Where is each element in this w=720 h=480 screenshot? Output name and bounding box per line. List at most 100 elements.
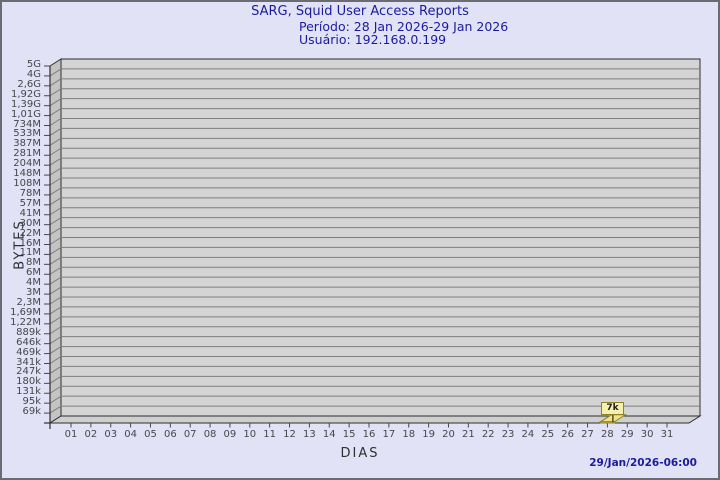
x-tick-label: 14 [322,429,336,440]
y-tick-label: 469k [16,346,41,358]
wall-gridline [49,68,62,77]
plot-floor [48,415,702,424]
wall-gridline [49,217,62,226]
y-tick-label: 4G [26,68,41,80]
x-tick-label: 11 [263,429,277,440]
chart-user-subtitle: Usuário: 192.168.0.199 [299,32,447,47]
y-tick-label: 108M [13,178,41,189]
wall-gridline [49,197,62,206]
wall-gridline [49,78,62,87]
y-tick-label: 2,6G [17,78,41,90]
x-tick-label: 24 [521,429,535,440]
x-tick-label: 30 [640,429,654,440]
x-tick-label: 08 [203,429,217,440]
y-axis-title: BYTES [12,219,28,270]
y-tick-label: 889k [16,326,41,338]
wall-gridline [49,246,62,255]
x-tick-label: 21 [461,429,475,440]
y-tick-label: 204M [13,158,41,170]
x-tick-label: 20 [442,429,455,440]
x-tick-label: 19 [422,429,435,440]
generation-timestamp: 29/Jan/2026-06:00 [589,457,697,469]
x-tick-label: 03 [104,429,118,440]
y-tick-label: 281M [13,148,41,160]
y-tick-label: 3M [26,287,41,299]
y-tick-label: 1,69M [10,306,41,318]
y-tick-label: 57M [19,197,41,209]
wall-gridline [49,118,62,126]
wall-gridline [49,207,62,216]
x-tick-label: 15 [342,429,356,440]
y-tick-label: 734M [13,118,41,130]
y-tick-label: 5G [26,59,41,70]
wall-gridline [49,405,62,414]
x-tick-label: 17 [382,429,396,440]
wall-gridline [49,187,62,196]
data-point-flag: 7k [601,402,624,415]
y-tick-label: 341k [16,356,41,368]
y-tick-label: 1,01G [10,108,41,120]
x-tick-label: 06 [163,429,177,440]
x-tick-label: 27 [581,429,594,440]
y-tick-label: 95k [22,396,41,408]
wall-gridline [49,177,62,186]
y-tick-label: 2,3M [16,297,41,308]
x-tick-label: 12 [283,429,296,440]
y-tick-label: 16M [19,237,41,249]
x-tick-label: 16 [362,429,376,440]
x-tick-label: 18 [402,429,416,440]
y-tick-label: 78M [19,187,41,199]
x-tick-label: 23 [501,429,515,440]
wall-gridline [49,137,62,146]
wall-gridline [49,227,62,236]
bar-front-face [599,421,615,424]
wall-gridline [49,127,62,136]
x-axis-title: DIAS [340,446,380,461]
wall-gridline [49,266,62,275]
x-tick-label: 26 [561,429,575,440]
wall-gridline [49,167,62,176]
wall-gridline [49,108,62,117]
y-tick-label: 387M [13,138,41,150]
x-tick-label: 13 [303,429,316,440]
wall-gridline [49,147,62,156]
wall-gridline [49,395,62,404]
x-tick-label: 31 [660,429,674,440]
wall-gridline [49,356,62,364]
wall-gridline [49,276,62,285]
wall-gridline [49,306,62,315]
y-tick-label: 22M [19,227,41,239]
y-tick-label: 131k [16,386,41,398]
wall-gridline [49,346,62,355]
wall-gridline [49,375,62,384]
y-tick-label: 6M [26,267,41,279]
y-tick-label: 247k [16,366,41,378]
wall-gridline [49,365,62,374]
x-tick-label: 25 [541,429,555,440]
x-tick-label: 07 [183,429,197,440]
wall-gridline [49,296,62,305]
y-tick-label: 1,92G [10,88,41,100]
x-tick-label: 10 [243,429,257,440]
y-tick-label: 646k [16,336,41,348]
x-tick-label: 29 [620,429,634,440]
x-tick-label: 09 [223,429,237,440]
y-tick-label: 69k [22,406,41,418]
y-tick-label: 1,22M [10,316,41,328]
y-tick-label: 1,39G [10,98,41,110]
y-tick-label: 4M [26,277,41,289]
wall-gridline [49,385,62,394]
x-tick-label: 02 [84,429,98,440]
x-tick-label: 01 [64,429,78,440]
x-tick-label: 04 [124,429,137,440]
y-tick-label: 11M [19,247,41,259]
wall-gridline [49,157,62,166]
wall-gridline [49,336,62,345]
wall-gridline [49,237,62,245]
x-tick-label: 28 [601,429,614,440]
wall-gridline [49,98,62,107]
x-tick-label: 22 [481,429,495,440]
